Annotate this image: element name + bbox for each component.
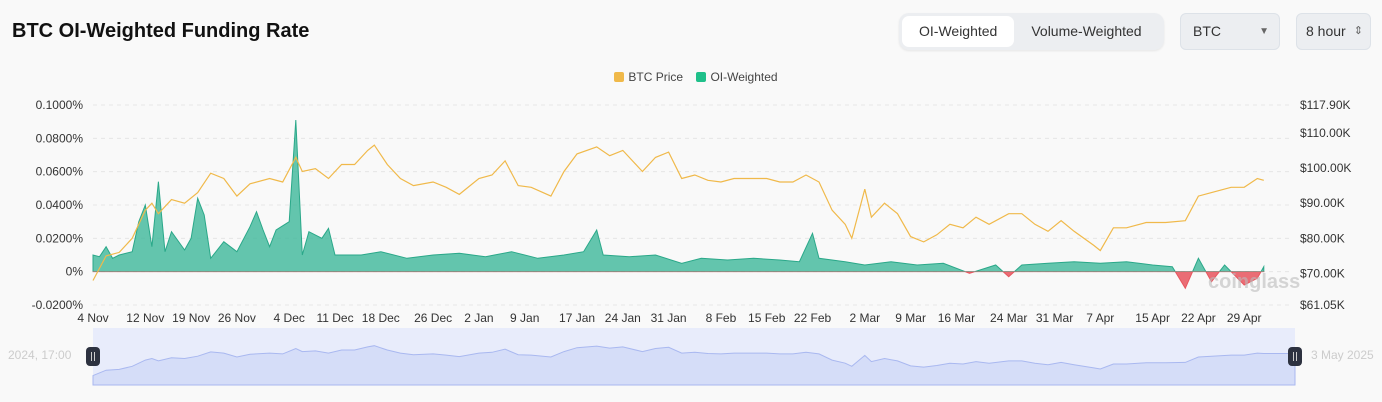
x-axis-tick: 2 Jan xyxy=(464,311,493,325)
x-axis-tick: 2 Mar xyxy=(849,311,880,325)
x-axis-tick: 4 Nov xyxy=(77,311,108,325)
navigator-start-label: 2024, 17:00 xyxy=(8,348,72,362)
right-axis-tick: $117.90K xyxy=(1300,98,1351,112)
left-axis-tick: -0.0200% xyxy=(32,298,84,312)
right-axis-tick: $110.00K xyxy=(1300,126,1351,140)
x-axis-tick: 31 Mar xyxy=(1036,311,1073,325)
legend-price[interactable]: BTC Price xyxy=(628,70,684,84)
right-axis-tick: $61.05K xyxy=(1300,298,1345,312)
x-axis-tick: 15 Feb xyxy=(748,311,786,325)
x-axis-tick: 16 Mar xyxy=(938,311,975,325)
left-axis-tick: 0.1000% xyxy=(36,98,84,112)
page-title: BTC OI-Weighted Funding Rate xyxy=(12,20,310,42)
navigator-end-label: 3 May 2025 xyxy=(1311,348,1374,362)
navigator-series xyxy=(92,345,1296,386)
x-axis-tick: 7 Apr xyxy=(1086,311,1114,325)
x-axis-tick: 4 Dec xyxy=(274,311,305,325)
interval-select[interactable]: 8 hour ⇕ xyxy=(1296,13,1371,50)
x-axis-tick: 31 Jan xyxy=(651,311,687,325)
x-axis-tick: 9 Mar xyxy=(895,311,926,325)
x-axis-tick: 26 Nov xyxy=(218,311,256,325)
legend-swatch-funding xyxy=(696,72,707,82)
tab-volume-weighted[interactable]: Volume-Weighted xyxy=(1031,23,1142,39)
x-axis-tick: 12 Nov xyxy=(126,311,164,325)
x-axis-tick: 8 Feb xyxy=(706,311,737,325)
x-axis-tick: 17 Jan xyxy=(559,311,595,325)
x-axis-tick: 22 Feb xyxy=(794,311,832,325)
x-axis-tick: 19 Nov xyxy=(172,311,210,325)
watermark-logo: coinglass xyxy=(1208,271,1300,293)
chevron-updown-icon: ⇕ xyxy=(1353,25,1363,37)
x-axis-tick: 15 Apr xyxy=(1135,311,1170,325)
left-axis-tick: 0.0800% xyxy=(36,131,84,145)
legend-swatch-price xyxy=(614,72,625,82)
x-axis-tick: 29 Apr xyxy=(1227,311,1262,325)
left-axis-tick: 0% xyxy=(66,265,84,279)
left-axis-tick: 0.0400% xyxy=(36,198,84,212)
navigator-handle-right[interactable] xyxy=(1288,347,1302,366)
interval-value: 8 hour xyxy=(1306,23,1346,39)
symbol-value: BTC xyxy=(1193,23,1221,39)
right-axis-tick: $70.00K xyxy=(1300,267,1345,281)
x-axis-tick: 24 Jan xyxy=(605,311,641,325)
symbol-select[interactable]: BTC ▼ xyxy=(1180,13,1280,50)
x-axis-tick: 22 Apr xyxy=(1181,311,1216,325)
caret-down-icon: ▼ xyxy=(1259,26,1269,37)
price-line xyxy=(92,144,1264,281)
x-axis-tick: 26 Dec xyxy=(414,311,452,325)
x-axis-tick: 24 Mar xyxy=(990,311,1027,325)
weighting-toggle: OI-Weighted Volume-Weighted xyxy=(899,13,1164,50)
right-axis-tick: $100.00K xyxy=(1300,161,1351,175)
tab-oi-weighted[interactable]: OI-Weighted xyxy=(902,16,1015,47)
x-axis-tick: 18 Dec xyxy=(362,311,400,325)
left-axis-tick: 0.0600% xyxy=(36,165,84,179)
left-axis-tick: 0.0200% xyxy=(36,231,84,245)
x-axis-tick: 11 Dec xyxy=(316,311,353,325)
right-axis-tick: $90.00K xyxy=(1300,196,1345,210)
right-axis-tick: $80.00K xyxy=(1300,231,1345,245)
funding-area-positive xyxy=(92,119,1265,272)
navigator-handle-left[interactable] xyxy=(86,347,100,366)
x-axis-tick: 9 Jan xyxy=(510,311,539,325)
legend-funding[interactable]: OI-Weighted xyxy=(710,70,778,84)
legend: BTC Price OI-Weighted xyxy=(0,70,1382,84)
